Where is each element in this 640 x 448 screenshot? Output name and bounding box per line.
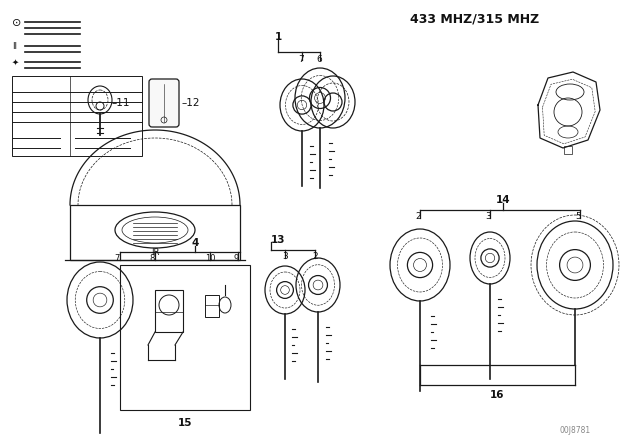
Text: 7: 7: [298, 55, 304, 64]
Text: 1: 1: [275, 32, 282, 42]
Text: 2: 2: [415, 212, 420, 221]
Text: 2: 2: [312, 252, 317, 261]
Bar: [155, 290, 183, 332]
Text: II: II: [12, 42, 17, 51]
Bar: [205, 295, 219, 317]
Bar: [12, 76, 142, 156]
Text: 4: 4: [191, 238, 198, 248]
Text: 10: 10: [205, 254, 216, 263]
Text: 7: 7: [114, 254, 120, 263]
Text: 16: 16: [490, 390, 504, 400]
Text: 5: 5: [575, 212, 580, 221]
Text: 8: 8: [149, 254, 154, 263]
Text: 14: 14: [496, 195, 510, 205]
Text: –11: –11: [112, 98, 131, 108]
Text: 6: 6: [316, 55, 322, 64]
Text: 13: 13: [271, 235, 285, 245]
Text: –12: –12: [182, 98, 200, 108]
Text: 3: 3: [485, 212, 491, 221]
Text: 00J8781: 00J8781: [560, 426, 591, 435]
FancyBboxPatch shape: [149, 79, 179, 127]
Text: 3: 3: [282, 252, 288, 261]
Bar: [70, 205, 240, 260]
Text: 433 MHZ/315 MHZ: 433 MHZ/315 MHZ: [410, 12, 540, 25]
Text: ⊙: ⊙: [12, 18, 21, 28]
Text: ✦: ✦: [12, 58, 19, 67]
Text: IR: IR: [151, 248, 159, 257]
Text: 15: 15: [178, 418, 192, 428]
Text: 9: 9: [234, 254, 239, 263]
Bar: [120, 265, 250, 410]
Bar: [564, 146, 572, 154]
